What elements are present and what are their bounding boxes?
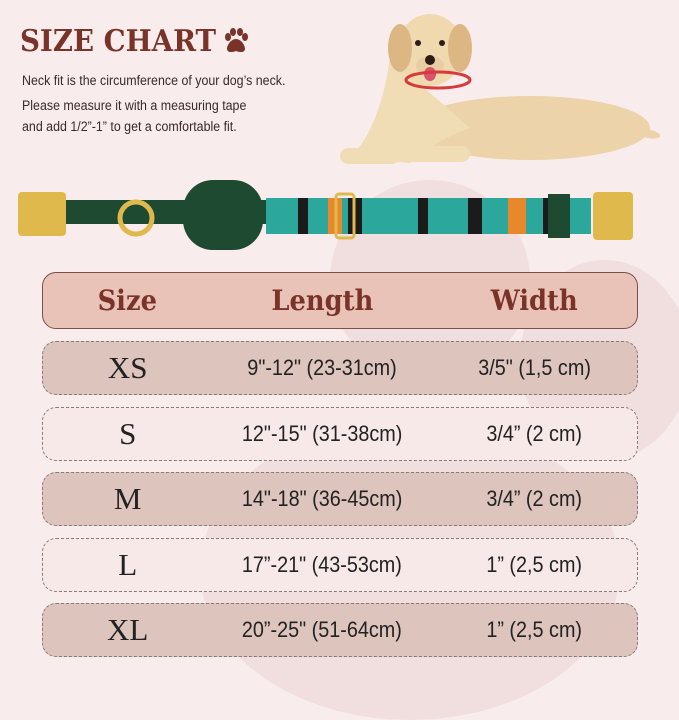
table-row: XS 9"-12" (23-31cm) 3/5" (1,5 cm) [42, 341, 638, 395]
dog-photo [340, 14, 660, 164]
length-cell: 12"-15" (31-38cm) [241, 421, 403, 446]
size-cell: XL [107, 612, 149, 647]
length-cell: 20”-25" (51-64cm) [242, 617, 403, 642]
width-cell: 3/4” (2 cm) [486, 421, 583, 446]
table-row: XL 20”-25" (51-64cm) 1” (2,5 cm) [42, 603, 638, 657]
description-line: and add 1/2”-1” to get a comfortable fit… [22, 119, 237, 134]
table-row: S 12"-15" (31-38cm) 3/4” (2 cm) [42, 407, 638, 461]
table-header: Size Length Width [42, 272, 638, 329]
width-cell: 3/4” (2 cm) [486, 486, 583, 511]
width-cell: 3/5" (1,5 cm) [478, 355, 591, 380]
size-cell: L [118, 547, 138, 582]
header-size: Size [98, 284, 158, 317]
size-cell: XS [107, 350, 148, 385]
table-row: L 17”-21" (43-53cm) 1” (2,5 cm) [42, 538, 638, 592]
length-cell: 9"-12" (23-31cm) [247, 355, 397, 380]
table-row: M 14"-18" (36-45cm) 3/4” (2 cm) [42, 472, 638, 526]
length-cell: 17”-21" (43-53cm) [242, 552, 403, 577]
header-width: Width [490, 284, 578, 317]
paw-icon [225, 28, 248, 53]
page-title: SIZE CHART [20, 24, 217, 59]
length-cell: 14"-18" (36-45cm) [241, 486, 403, 511]
description-line: Please measure it with a measuring tape [22, 98, 247, 113]
size-cell: M [113, 481, 142, 516]
size-cell: S [119, 416, 137, 451]
width-cell: 1” (2,5 cm) [486, 552, 583, 577]
width-cell: 1” (2,5 cm) [486, 617, 583, 642]
description-line: Neck fit is the circumference of your do… [22, 73, 286, 88]
collar-photo [18, 180, 633, 250]
header-length: Length [271, 284, 373, 317]
